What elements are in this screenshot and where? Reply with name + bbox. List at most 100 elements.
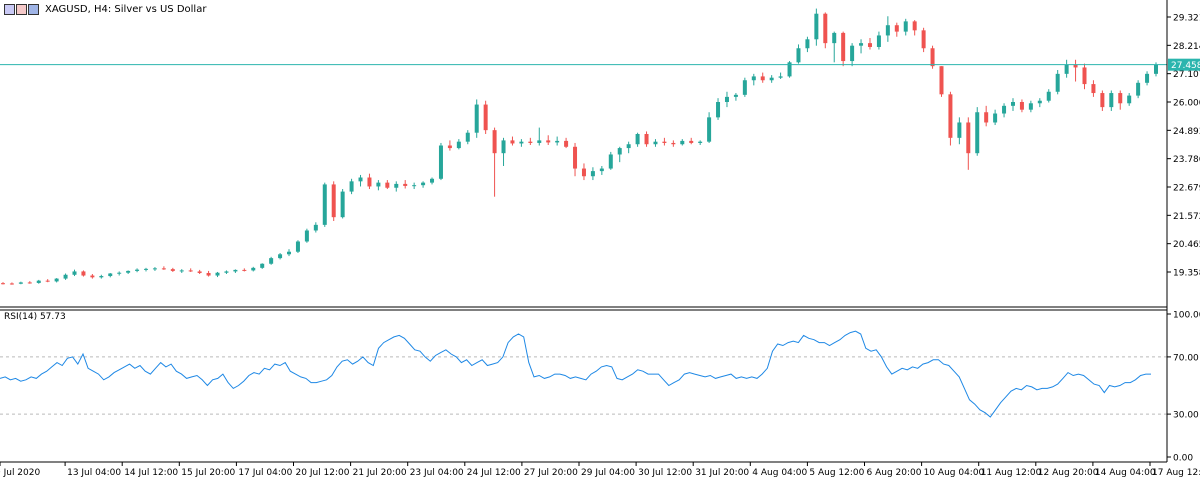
candle-body [251, 267, 256, 271]
candle [99, 274, 104, 279]
price-tick-label: 21.572 [1173, 212, 1200, 222]
candle-body [608, 154, 613, 169]
candle-body [680, 140, 685, 145]
candle [930, 45, 935, 69]
candle [501, 137, 506, 166]
candle [796, 44, 801, 64]
current-price-bg [1168, 58, 1200, 71]
candle [778, 72, 783, 79]
candle-body [501, 140, 506, 154]
candle-body [438, 145, 443, 179]
candle-body [626, 144, 631, 149]
candle-body [179, 270, 184, 272]
time-tick-label: 17 Aug 12:00 [1152, 468, 1200, 478]
candle-body [519, 141, 524, 144]
candle-body [581, 168, 586, 177]
candle [1028, 100, 1033, 113]
candle [680, 139, 685, 146]
candle [1091, 80, 1096, 97]
price-tick-label: 26.000 [1173, 99, 1200, 109]
candle-body [894, 25, 899, 32]
candle-body [1136, 82, 1141, 96]
candle-body [331, 184, 336, 218]
candle [63, 273, 68, 280]
candle-body [135, 269, 140, 271]
candle-body [966, 122, 971, 154]
candle [724, 91, 729, 108]
candle [269, 256, 274, 265]
candle-body [573, 146, 578, 169]
time-tick-label: 24 Jul 12:00 [467, 468, 521, 478]
candle-body [814, 13, 819, 40]
candle-body [948, 94, 953, 138]
candle [528, 137, 533, 145]
candle [787, 61, 792, 78]
candle [1002, 103, 1007, 118]
candle-body [170, 269, 175, 271]
candle [769, 75, 774, 83]
candle [1118, 90, 1123, 110]
candle-body [1019, 102, 1024, 110]
candle-body [689, 140, 694, 143]
time-tick-label: 13 Jul 04:00 [67, 468, 121, 478]
candle [90, 273, 95, 279]
candle [867, 38, 872, 50]
candle-body [447, 145, 452, 149]
candle-body [474, 104, 479, 133]
time-tick-label: 21 Jul 20:00 [353, 468, 407, 478]
candle-body [564, 140, 569, 147]
candle [474, 99, 479, 138]
current-price-label: 27.458 [1171, 61, 1200, 71]
candle [850, 43, 855, 67]
candle-body [885, 25, 890, 36]
candle-body [322, 184, 327, 225]
time-tick-label: 4 Aug 04:00 [752, 468, 807, 478]
candle [215, 271, 220, 278]
candle-body [787, 62, 792, 77]
candle [27, 281, 32, 284]
rsi-line [0, 330, 1151, 418]
candle-body [269, 258, 274, 264]
candle-body [1055, 73, 1060, 92]
candle-body [778, 76, 783, 78]
candle [653, 139, 658, 147]
candle [832, 31, 837, 63]
candle [859, 39, 864, 54]
bar-chart-icon[interactable] [4, 3, 15, 15]
candle-body [295, 241, 300, 252]
candle [170, 267, 175, 272]
candle [197, 269, 202, 274]
candle-body [617, 148, 622, 155]
candle-body [144, 268, 149, 270]
candle [188, 268, 193, 272]
time-tick-label: 15 Jul 20:00 [181, 468, 235, 478]
candle [304, 228, 309, 243]
candle [438, 142, 443, 181]
candle-body [224, 271, 229, 273]
line-chart-icon[interactable] [28, 3, 39, 15]
candle [81, 270, 86, 277]
time-tick-label: 14 Jul 12:00 [124, 468, 178, 478]
price-tick-label: 27.107 [1173, 70, 1200, 80]
candle-body [635, 133, 640, 145]
candle [644, 131, 649, 147]
candle [966, 117, 971, 170]
candle [1037, 98, 1042, 108]
candle-body [537, 140, 542, 143]
candle [671, 140, 676, 147]
candle [108, 272, 113, 278]
candle-body [483, 104, 488, 131]
candle [984, 105, 989, 127]
candle [492, 127, 497, 197]
candle [662, 137, 667, 146]
candle-body [707, 117, 712, 142]
rsi-panel: 100.00 70.00 30.00 0.00 [0, 311, 1200, 464]
candle-body [99, 276, 104, 278]
candle [376, 180, 381, 191]
candle-body [108, 273, 113, 277]
candlestick-icon[interactable] [16, 3, 27, 15]
candle [519, 139, 524, 147]
candle-body [832, 32, 837, 44]
candle-body [1118, 93, 1123, 104]
